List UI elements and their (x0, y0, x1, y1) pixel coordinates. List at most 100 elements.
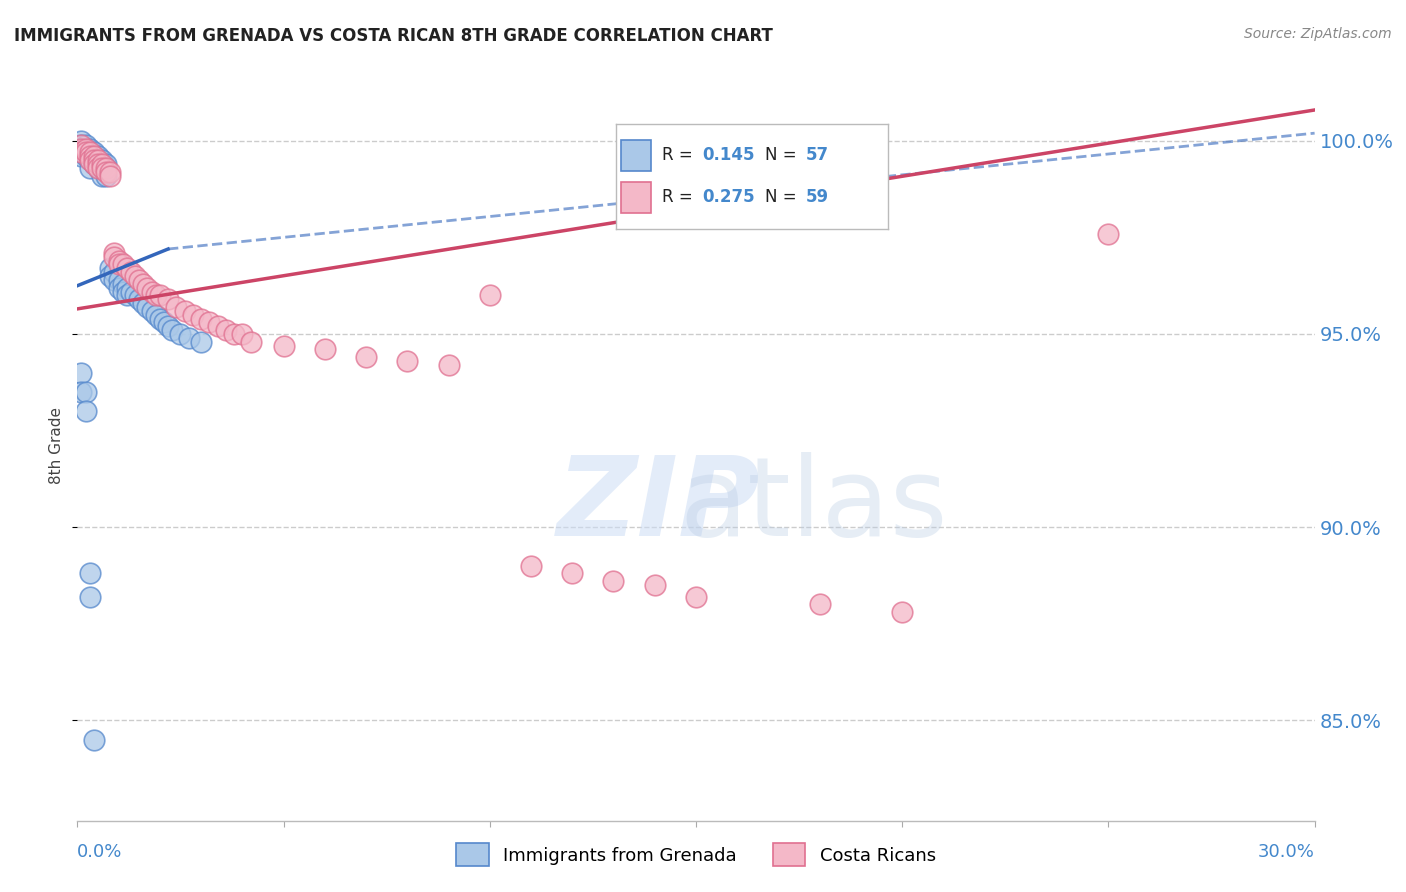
Point (1097, 227, 1119, 241)
Point (75, 384, 97, 399)
Point (79, 142, 101, 156)
Point (91, 161, 114, 175)
Point (91, 169, 114, 183)
Point (83, 145, 105, 160)
Point (165, 300, 187, 314)
Point (145, 308, 167, 322)
Point (70, 366, 93, 380)
Point (103, 265, 125, 279)
Point (132, 277, 155, 291)
Point (83, 149, 105, 163)
Point (153, 315, 176, 329)
Point (231, 326, 253, 341)
Point (70, 145, 93, 160)
Point (602, 574, 624, 589)
Point (79, 149, 101, 163)
Point (396, 354, 419, 368)
Point (141, 303, 163, 318)
Point (107, 280, 129, 294)
Point (70, 149, 93, 163)
Point (103, 250, 125, 264)
Point (520, 558, 543, 573)
Point (70, 142, 93, 156)
Point (87, 149, 110, 163)
Point (314, 343, 336, 357)
Point (87, 153, 110, 168)
Point (215, 323, 238, 337)
Point (136, 280, 159, 294)
Point (70, 137, 93, 152)
Point (98, 261, 121, 276)
Point (87, 161, 110, 175)
Point (107, 273, 129, 287)
Point (169, 326, 191, 341)
Point (685, 590, 707, 604)
Point (83, 157, 105, 171)
Point (437, 358, 460, 372)
Point (198, 315, 221, 329)
Point (124, 288, 146, 302)
Point (157, 319, 180, 334)
Point (79, 145, 101, 160)
Point (91, 161, 114, 175)
Point (239, 334, 262, 349)
Point (128, 273, 150, 287)
Point (98, 169, 121, 183)
Point (83, 153, 105, 168)
Point (79, 145, 101, 160)
Point (75, 404, 97, 418)
Point (190, 311, 212, 326)
Text: IMMIGRANTS FROM GRENADA VS COSTA RICAN 8TH GRADE CORRELATION CHART: IMMIGRANTS FROM GRENADA VS COSTA RICAN 8… (14, 27, 773, 45)
Point (103, 273, 125, 287)
Point (70, 145, 93, 160)
Point (98, 268, 121, 283)
Point (181, 308, 204, 322)
Point (644, 578, 666, 592)
Point (157, 292, 180, 306)
Point (79, 590, 101, 604)
Point (75, 149, 97, 163)
Text: ZIP: ZIP (557, 452, 761, 559)
Point (107, 257, 129, 271)
Point (79, 153, 101, 168)
Point (141, 285, 163, 299)
Point (190, 334, 212, 349)
Text: Source: ZipAtlas.com: Source: ZipAtlas.com (1244, 27, 1392, 41)
Point (177, 331, 200, 345)
Point (75, 145, 97, 160)
Point (561, 566, 583, 581)
Point (79, 161, 101, 175)
Point (103, 246, 125, 260)
Point (111, 285, 134, 299)
Point (96, 165, 118, 179)
Point (96, 157, 118, 171)
Point (115, 288, 138, 302)
Legend: Immigrants from Grenada, Costa Ricans: Immigrants from Grenada, Costa Ricans (447, 834, 945, 875)
Text: 0.0%: 0.0% (77, 843, 122, 861)
Point (207, 319, 229, 334)
Point (79, 566, 101, 581)
Text: atlas: atlas (679, 452, 948, 559)
Point (75, 142, 97, 156)
Point (83, 732, 105, 747)
Point (173, 303, 195, 318)
Point (120, 285, 142, 299)
Y-axis label: 8th Grade: 8th Grade (49, 408, 65, 484)
Point (160, 323, 183, 337)
Text: 30.0%: 30.0% (1258, 843, 1315, 861)
Point (83, 157, 105, 171)
Point (96, 169, 118, 183)
Point (70, 137, 93, 152)
Point (91, 153, 114, 168)
Point (70, 384, 93, 399)
Point (70, 142, 93, 156)
Point (115, 261, 138, 276)
Point (70, 134, 93, 148)
Point (891, 605, 914, 619)
Point (91, 157, 114, 171)
Point (808, 598, 831, 612)
Point (120, 265, 142, 279)
Point (75, 137, 97, 152)
Point (136, 300, 159, 314)
Point (111, 257, 134, 271)
